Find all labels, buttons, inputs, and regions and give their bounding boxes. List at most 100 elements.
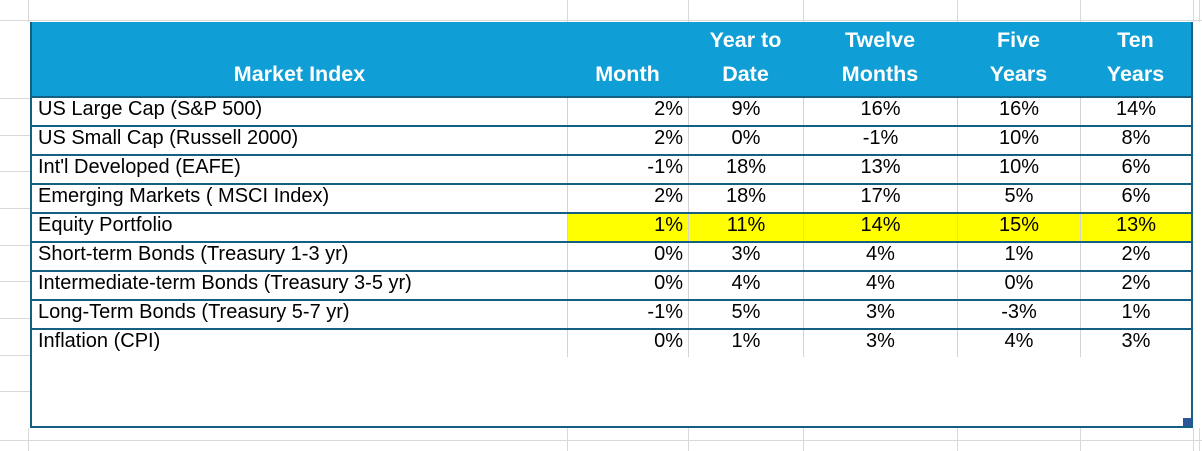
value-cell[interactable]: 3% <box>1080 330 1191 357</box>
gridline <box>0 318 30 319</box>
gridline <box>0 355 30 356</box>
gridline <box>1193 0 1194 22</box>
gridline <box>0 208 30 209</box>
value-cell[interactable]: 9% <box>688 98 803 125</box>
table-row: US Large Cap (S&P 500) 2% 9% 16% 16% 14% <box>32 98 1191 127</box>
value-cell[interactable]: 5% <box>957 185 1080 212</box>
table-row: Long-Term Bonds (Treasury 5-7 yr) -1% 5% 3%… <box>32 301 1191 330</box>
value-cell[interactable]: 18% <box>688 156 803 183</box>
gridline <box>1193 428 1194 451</box>
table-row: Int'l Developed (EAFE) -1% 18% 13% 10% 6% <box>32 156 1191 185</box>
value-cell[interactable]: 4% <box>957 330 1080 357</box>
gridline <box>0 135 30 136</box>
header-ten-years[interactable]: Ten Years <box>1106 28 1165 86</box>
value-cell[interactable]: 15% <box>957 214 1080 241</box>
gridline <box>0 245 30 246</box>
gridline <box>567 0 568 22</box>
value-cell[interactable]: 6% <box>1080 156 1191 183</box>
value-cell[interactable]: 1% <box>957 243 1080 270</box>
value-cell[interactable]: 0% <box>567 330 688 357</box>
table-header-row: Market Index Month Year to Date Twelve M… <box>32 22 1191 98</box>
value-cell[interactable]: 16% <box>957 98 1080 125</box>
header-five-years[interactable]: Five Years <box>989 28 1048 86</box>
value-cell[interactable]: 18% <box>688 185 803 212</box>
table-row: Short-term Bonds (Treasury 1-3 yr) 0% 3% 4%… <box>32 243 1191 272</box>
value-cell[interactable]: 10% <box>957 156 1080 183</box>
value-cell[interactable]: 16% <box>803 98 957 125</box>
row-label-cell[interactable]: Short-term Bonds (Treasury 1-3 yr) <box>38 243 349 265</box>
value-cell[interactable]: 0% <box>567 243 688 270</box>
gridline <box>0 20 1202 21</box>
gridline <box>28 428 29 451</box>
row-label-cell[interactable]: Equity Portfolio <box>38 214 173 236</box>
value-cell[interactable]: 1% <box>1080 301 1191 328</box>
table-row: Intermediate-term Bonds (Treasury 3-5 yr… <box>32 272 1191 301</box>
value-cell[interactable]: 3% <box>803 301 957 328</box>
gridline <box>0 281 30 282</box>
row-label-cell[interactable]: Inflation (CPI) <box>38 330 161 352</box>
value-cell[interactable]: -1% <box>567 156 688 183</box>
value-cell[interactable]: 8% <box>1080 127 1191 154</box>
header-month[interactable]: Month <box>595 62 660 86</box>
gridline <box>957 0 958 22</box>
value-cell[interactable]: 14% <box>1080 98 1191 125</box>
value-cell[interactable]: 10% <box>957 127 1080 154</box>
value-cell[interactable]: 2% <box>567 185 688 212</box>
gridline <box>803 428 804 451</box>
gridline <box>567 428 568 451</box>
value-cell[interactable]: 1% <box>567 214 688 241</box>
gridline <box>1199 0 1200 22</box>
value-cell[interactable]: 0% <box>957 272 1080 299</box>
value-cell[interactable]: 3% <box>688 243 803 270</box>
value-cell[interactable]: 2% <box>567 127 688 154</box>
header-year-to-date[interactable]: Year to Date <box>709 28 782 86</box>
gridline <box>0 98 30 99</box>
gridline <box>28 0 29 22</box>
row-label-cell[interactable]: Long-Term Bonds (Treasury 5-7 yr) <box>38 301 350 323</box>
value-cell[interactable]: 4% <box>803 272 957 299</box>
row-label-cell[interactable]: US Small Cap (Russell 2000) <box>38 127 299 149</box>
value-cell[interactable]: 13% <box>803 156 957 183</box>
header-twelve-months[interactable]: Twelve Months <box>841 28 919 86</box>
row-label-cell[interactable]: Int'l Developed (EAFE) <box>38 156 241 178</box>
value-cell[interactable]: 2% <box>1080 243 1191 270</box>
table-resize-handle[interactable] <box>1183 418 1191 426</box>
value-cell[interactable]: 11% <box>688 214 803 241</box>
value-cell[interactable]: 2% <box>567 98 688 125</box>
value-cell[interactable]: -3% <box>957 301 1080 328</box>
value-cell[interactable]: -1% <box>567 301 688 328</box>
table-row-highlighted: Equity Portfolio 1% 11% 14% 15% 13% <box>32 214 1191 243</box>
value-cell[interactable]: 1% <box>688 330 803 357</box>
gridline <box>0 391 30 392</box>
value-cell[interactable]: 4% <box>688 272 803 299</box>
table-row: Inflation (CPI) 0% 1% 3% 4% 3% <box>32 330 1191 357</box>
value-cell[interactable]: 6% <box>1080 185 1191 212</box>
value-cell[interactable]: -1% <box>803 127 957 154</box>
gridline <box>0 171 30 172</box>
value-cell[interactable]: 4% <box>803 243 957 270</box>
value-cell[interactable]: 3% <box>803 330 957 357</box>
value-cell[interactable]: 5% <box>688 301 803 328</box>
value-cell[interactable]: 13% <box>1080 214 1191 241</box>
row-label-cell[interactable]: US Large Cap (S&P 500) <box>38 98 263 120</box>
table-row: Emerging Markets ( MSCI Index) 2% 18% 17% 5%… <box>32 185 1191 214</box>
row-label-cell[interactable]: Intermediate-term Bonds (Treasury 3-5 yr… <box>38 272 412 294</box>
gridline <box>1199 428 1200 451</box>
value-cell[interactable]: 2% <box>1080 272 1191 299</box>
table-body: US Large Cap (S&P 500) 2% 9% 16% 16% 14% US Sm… <box>32 98 1191 357</box>
value-cell[interactable]: 17% <box>803 185 957 212</box>
gridline <box>1080 0 1081 22</box>
value-cell[interactable]: 0% <box>567 272 688 299</box>
row-label-cell[interactable]: Emerging Markets ( MSCI Index) <box>38 185 330 207</box>
value-cell[interactable]: 14% <box>803 214 957 241</box>
table-row: US Small Cap (Russell 2000) 2% 0% -1% 10% 8% <box>32 127 1191 156</box>
gridline <box>1080 428 1081 451</box>
market-performance-table: Market Index Month Year to Date Twelve M… <box>30 22 1193 428</box>
gridline <box>688 0 689 22</box>
header-market-index[interactable]: Market Index <box>233 62 366 86</box>
value-cell[interactable]: 0% <box>688 127 803 154</box>
gridline <box>688 428 689 451</box>
gridline <box>957 428 958 451</box>
gridline <box>0 440 1202 441</box>
